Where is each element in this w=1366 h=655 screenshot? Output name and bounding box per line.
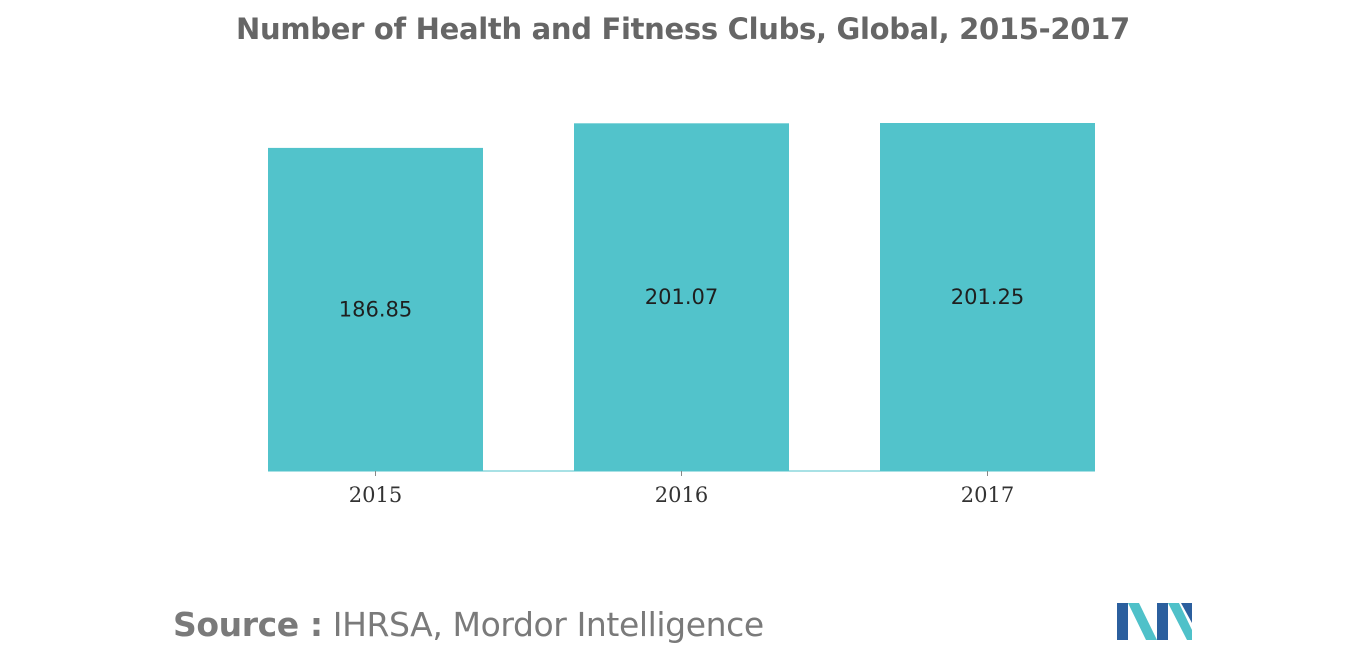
x-tick-label-2015: 2015 [349, 483, 402, 507]
mordor-intelligence-logo-icon [1117, 603, 1192, 640]
logo-right-leg [1181, 603, 1192, 623]
source-prefix: Source : [173, 605, 323, 644]
chart-title: Number of Health and Fitness Clubs, Glob… [236, 12, 1130, 46]
logo-middle-leg [1157, 603, 1168, 640]
logo-left-diagonal [1128, 603, 1157, 640]
bar-2017 [880, 123, 1095, 471]
source-note: Source : IHRSA, Mordor Intelligence [173, 605, 764, 644]
logo-left-leg [1117, 603, 1128, 640]
bar-2016 [574, 123, 789, 472]
chart-marks: 186.85 2015 201.07 2016 201.25 2017 [268, 123, 1095, 507]
data-label-2016: 201.07 [645, 285, 718, 309]
x-tick-label-2016: 2016 [655, 483, 708, 507]
x-tick-label-2017: 2017 [961, 483, 1014, 507]
data-label-2015: 186.85 [339, 297, 412, 321]
bar-2015 [268, 147, 483, 471]
data-label-2017: 201.25 [951, 285, 1024, 309]
source-text: IHRSA, Mordor Intelligence [332, 605, 764, 644]
logo-right-diagonal [1168, 603, 1192, 640]
